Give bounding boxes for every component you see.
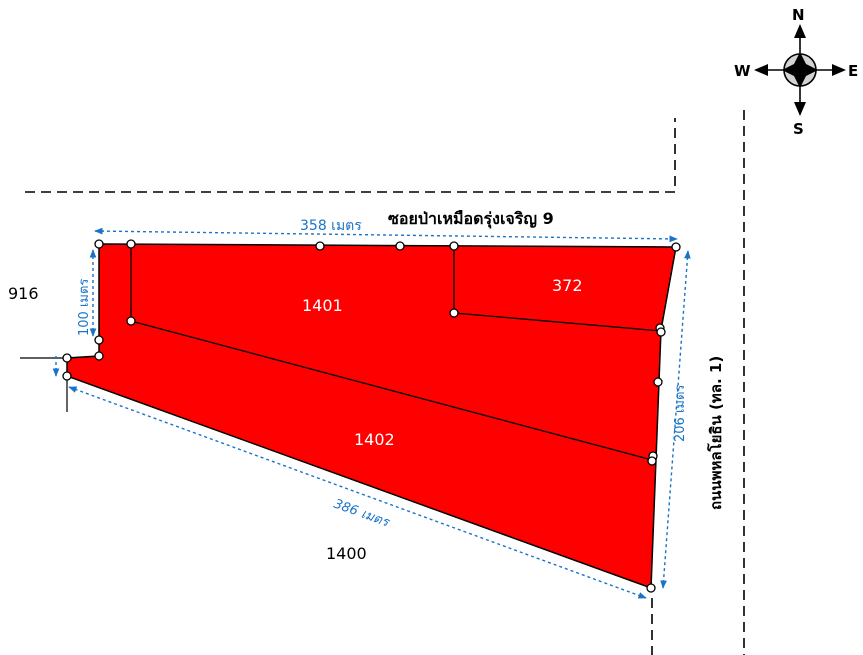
parcel-1401-label: 1401	[302, 296, 343, 315]
survey-point	[449, 241, 459, 251]
dimension-lines	[52, 227, 691, 599]
dimension-left-label: 100 เมตร	[77, 279, 92, 336]
compass-icon	[754, 24, 846, 116]
dimension-bottom-label: 386 เมตร	[332, 497, 393, 531]
dimension-right-label: 206 เมตร	[673, 385, 688, 442]
parcel-372-label: 372	[552, 276, 583, 295]
compass-east-label: E	[848, 62, 858, 80]
compass-west-label: W	[734, 62, 751, 80]
survey-point	[126, 239, 136, 249]
survey-point	[94, 351, 104, 361]
survey-point	[62, 371, 72, 381]
survey-point	[646, 583, 656, 593]
survey-point	[62, 353, 72, 363]
land-parcel-shape	[66, 243, 677, 590]
road-boundaries	[25, 110, 745, 655]
survey-point	[126, 316, 136, 326]
survey-point	[653, 377, 663, 387]
survey-point	[395, 241, 405, 251]
soi-boundary-line	[25, 118, 676, 193]
dimension-top-line	[94, 227, 678, 243]
reference-lines	[20, 357, 68, 412]
neighbor-1400-label: 1400	[326, 544, 367, 563]
soi-road-label: ซอยป่าเหมือดรุ่งเจริญ 9	[388, 209, 554, 229]
survey-point	[449, 308, 459, 318]
dimension-top-label: 358 เมตร	[300, 218, 362, 234]
survey-point	[94, 335, 104, 345]
compass-north-label: N	[792, 6, 805, 24]
compass-rose: N S W E	[734, 6, 858, 138]
dimension-right-line	[660, 250, 691, 589]
survey-point	[647, 456, 657, 466]
compass-south-label: S	[793, 120, 804, 138]
survey-point	[656, 327, 666, 337]
survey-point	[671, 242, 681, 252]
dimension-bottom-line	[68, 386, 647, 599]
survey-point	[94, 239, 104, 249]
survey-point	[315, 241, 325, 251]
neighbor-916-label: 916	[8, 284, 39, 303]
parcel-1402-label: 1402	[354, 430, 395, 449]
highway-road-label: ถนนพหลโยธิน (ทล. 1)	[706, 356, 725, 510]
